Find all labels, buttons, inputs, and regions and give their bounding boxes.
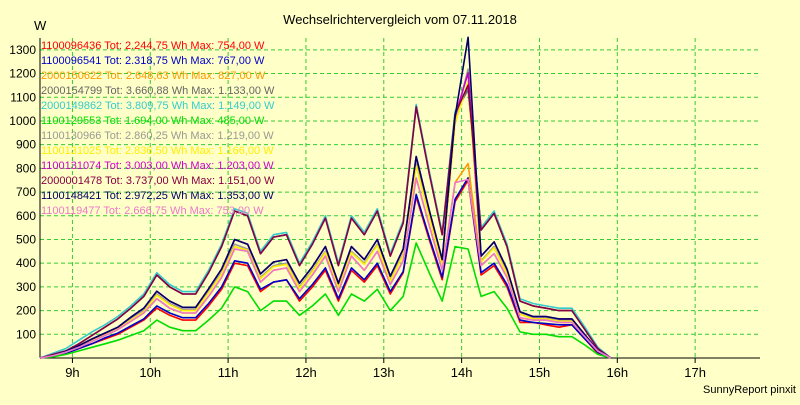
legend-entry-9: 1100131074 Tot: 3.003,00 Wh Max: 1.203,0… — [41, 160, 274, 172]
series-line-2 — [39, 177, 612, 359]
y-tick-label: 900 — [16, 138, 36, 152]
x-tick-label: 11h — [218, 365, 239, 380]
y-tick-label: 1100 — [10, 90, 36, 104]
legend-entry-2: 1100096541 Tot: 2.318,75 Wh Max: 767,00 … — [41, 55, 265, 67]
legend-entry-8: 1100131025 Tot: 2.836,50 Wh Max: 1.166,0… — [41, 145, 274, 157]
y-tick-label: 1300 — [9, 43, 36, 57]
plot-area: 100 200 300 400 500 600 700 800 900 1000 1100 1200 1… — [9, 36, 760, 380]
legend-entry-11: 1100148421 Tot: 2.972,25 Wh Max: 1.353,0… — [41, 190, 274, 202]
series-line-10 — [39, 84, 612, 359]
legend-entry-3: 2000150622 Tot: 2.648,63 Wh Max: 827,00 … — [41, 70, 266, 82]
x-tick-label: 14h — [451, 365, 473, 380]
x-tick-label: 13h — [373, 365, 395, 380]
y-axis-label: W — [34, 18, 47, 33]
x-tick-label: 17h — [684, 365, 706, 380]
y-tick-label: 100 — [16, 327, 36, 341]
legend-entry-10: 2000001478 Tot: 3.737,00 Wh Max: 1.151,0… — [41, 175, 275, 187]
footer-credit: SunnyReport pinxit — [703, 384, 796, 396]
series-line-12 — [39, 177, 612, 359]
legend-entry-1: 1100096436 Tot: 2.244,75 Wh Max: 754,00 … — [41, 40, 265, 52]
x-tick-label: 9h — [65, 365, 79, 380]
legend-entry-7: 1100130966 Tot: 2.860,25 Wh Max: 1.219,0… — [41, 130, 274, 142]
series-line-11 — [39, 36, 612, 359]
y-tick-label: 800 — [16, 161, 36, 175]
series-line-6 — [39, 242, 612, 359]
legend-entry-5: 2000149862 Tot: 3.809,75 Wh Max: 1.149,0… — [41, 100, 275, 112]
y-tick-label: 600 — [16, 209, 36, 223]
series-line-1 — [39, 179, 612, 359]
y-tick-label: 500 — [16, 232, 36, 246]
x-tick-label: 12h — [295, 365, 317, 380]
y-tick-label: 1200 — [9, 67, 36, 81]
y-tick-label: 300 — [16, 280, 36, 294]
y-tick-label: 200 — [16, 304, 36, 318]
plot-background — [40, 38, 760, 358]
x-tick-label: 15h — [529, 365, 551, 380]
legend-entry-12: 1100119477 Tot: 2.666,75 Wh Max: 753,00 … — [41, 205, 264, 217]
x-tick-label: 16h — [606, 365, 628, 380]
legend-entry-6: 1100129553 Tot: 1.694,00 Wh Max: 485,00 … — [41, 115, 265, 127]
y-tick-label: 400 — [16, 256, 36, 270]
y-tick-label: 700 — [16, 185, 36, 199]
x-tick-label: 10h — [139, 365, 161, 380]
series-line-8 — [39, 80, 612, 359]
y-tick-label: 1000 — [9, 114, 36, 128]
chart-title: Wechselrichtervergleich vom 07.11.2018 — [283, 12, 517, 27]
legend-entry-4: 2000154799 Tot: 3.660,88 Wh Max: 1.133,0… — [41, 85, 275, 97]
